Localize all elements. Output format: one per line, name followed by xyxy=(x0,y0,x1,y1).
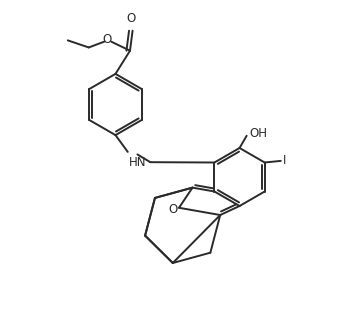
Text: O: O xyxy=(127,12,136,25)
Text: O: O xyxy=(102,33,111,46)
Text: I: I xyxy=(283,154,286,167)
Text: O: O xyxy=(169,203,178,216)
Text: OH: OH xyxy=(249,127,267,140)
Text: HN: HN xyxy=(129,156,147,169)
